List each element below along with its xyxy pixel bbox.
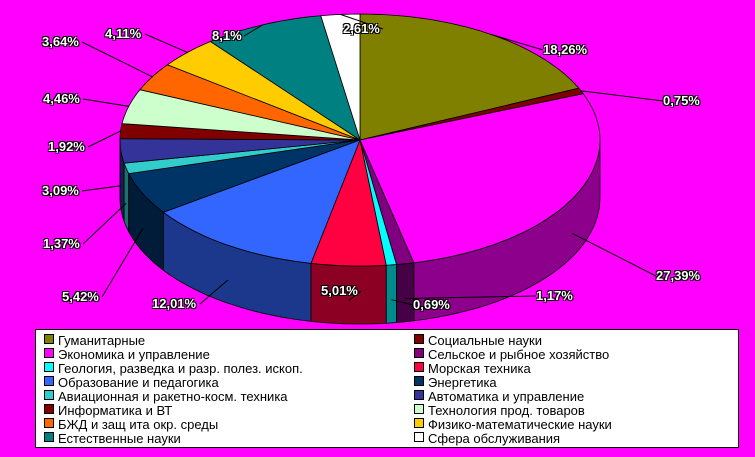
- leader-lines: [81, 13, 664, 306]
- legend-swatch: [44, 432, 54, 442]
- legend-swatch: [414, 334, 424, 344]
- legend-label: Морская техника: [428, 361, 531, 376]
- leader-line-5: [391, 299, 414, 306]
- legend-item-9: Авиационная и ракетно-косм. техника: [44, 390, 288, 404]
- pie-slice-8: [128, 139, 361, 213]
- leader-line-6: [348, 290, 362, 302]
- legend-label: Естественные науки: [58, 431, 181, 446]
- legend-swatch: [44, 334, 54, 344]
- legend-item-10: Автоматика и управление: [414, 390, 584, 404]
- legend-item-3: Экономика и управление: [44, 348, 210, 362]
- pie-side-9: [123, 163, 130, 232]
- leader-line-12: [82, 98, 129, 107]
- legend-item-15: Естественные науки: [44, 432, 181, 446]
- leader-line-13: [81, 41, 153, 78]
- leader-line-2: [581, 90, 664, 102]
- legend-label: Экономика и управление: [58, 347, 210, 362]
- data-label-6: 5,01%: [321, 283, 358, 298]
- legend-item-5: Геология, разведка и разр. полез. ископ.: [44, 362, 303, 376]
- legend-label: Социальные науки: [428, 333, 542, 348]
- pie-slice-6: [310, 138, 387, 267]
- data-label-9: 1,37%: [43, 236, 80, 251]
- leader-line-11: [87, 130, 121, 148]
- pie-slice-3: [359, 93, 601, 264]
- legend-label: Технология прод. товаров: [428, 403, 585, 418]
- pie-slice-10: [119, 138, 361, 164]
- leader-line-15: [243, 24, 263, 37]
- pie-chart: [81, 13, 664, 325]
- pie-slice-12: [121, 89, 361, 141]
- data-label-12: 4,46%: [43, 91, 80, 106]
- pie-slice-7: [162, 139, 361, 264]
- legend-item-13: БЖД и защ ита окр. среды: [44, 418, 218, 432]
- legend-item-4: Сельское и рыбное хозяйство: [414, 348, 609, 362]
- pie-top: [119, 13, 601, 267]
- leader-line-3: [572, 232, 657, 277]
- legend-label: Информатика и ВТ: [58, 403, 173, 418]
- legend-item-12: Технология прод. товаров: [414, 404, 585, 418]
- legend: Гуманитарные Социальные науки Экономика и …: [35, 329, 739, 448]
- data-label-14: 4,11%: [105, 26, 142, 41]
- legend-item-16: Сфера обслуживания: [414, 432, 560, 446]
- legend-label: Физико-математические науки: [428, 417, 612, 432]
- legend-label: Авиационная и ракетно-косм. техника: [58, 389, 288, 404]
- legend-swatch: [44, 362, 54, 372]
- legend-swatch: [414, 362, 424, 372]
- legend-swatch: [44, 404, 54, 414]
- data-label-2: 0,75%: [663, 93, 700, 108]
- data-label-16: 2,61%: [343, 21, 380, 36]
- leader-line-14: [144, 33, 188, 53]
- leader-line-1: [490, 33, 544, 51]
- pie-side-4: [396, 262, 415, 323]
- pie-side-5: [385, 263, 397, 324]
- data-label-3: 27,39%: [656, 268, 701, 283]
- legend-label: Геология, разведка и разр. полез. ископ.: [58, 361, 303, 376]
- legend-swatch: [44, 390, 54, 400]
- legend-item-11: Информатика и ВТ: [44, 404, 172, 418]
- legend-swatch: [414, 404, 424, 414]
- legend-swatch: [44, 418, 54, 428]
- legend-swatch: [414, 432, 424, 442]
- legend-swatch: [44, 376, 54, 386]
- legend-swatch: [414, 376, 424, 386]
- legend-item-2: Социальные науки: [414, 334, 542, 348]
- leader-line-7: [199, 279, 229, 305]
- leader-line-10: [81, 185, 121, 192]
- data-label-8: 5,42%: [62, 289, 99, 304]
- legend-item-14: Физико-математические науки: [414, 418, 612, 432]
- legend-swatch: [44, 348, 54, 358]
- data-label-4: 1,17%: [536, 288, 573, 303]
- data-label-11: 1,92%: [48, 139, 85, 154]
- data-label-1: 18,26%: [543, 42, 588, 57]
- legend-label: Энергетика: [428, 375, 497, 390]
- legend-label: БЖД и защ ита окр. среды: [58, 417, 219, 432]
- legend-item-8: Энергетика: [414, 376, 497, 390]
- legend-label: Образование и педагогика: [58, 375, 219, 390]
- legend-item-7: Образование и педагогика: [44, 376, 219, 390]
- legend-item-1: Гуманитарные: [44, 334, 145, 348]
- legend-label: Автоматика и управление: [428, 389, 585, 404]
- data-label-10: 3,09%: [42, 183, 79, 198]
- legend-label: Сельское и рыбное хозяйство: [428, 347, 610, 362]
- legend-swatch: [414, 418, 424, 428]
- data-label-13: 3,64%: [42, 34, 79, 49]
- legend-label: Сфера обслуживания: [428, 431, 561, 446]
- legend-item-6: Морская техника: [414, 362, 531, 376]
- leader-line-8: [101, 228, 144, 298]
- legend-swatch: [414, 390, 424, 400]
- data-label-5: 0,69%: [413, 297, 450, 312]
- data-label-15: 8,1%: [212, 28, 242, 43]
- data-label-7: 12,01%: [152, 296, 197, 311]
- legend-label: Гуманитарные: [58, 333, 146, 348]
- legend-swatch: [414, 348, 424, 358]
- leader-line-4: [405, 295, 537, 299]
- leader-line-9: [82, 202, 127, 245]
- leader-line-16: [340, 13, 384, 30]
